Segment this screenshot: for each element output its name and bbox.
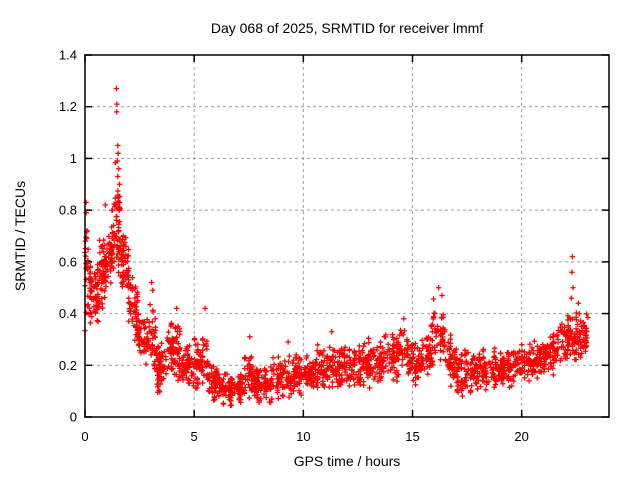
y-tick-label: 1.4 (59, 48, 77, 63)
y-tick-label: 0.4 (59, 306, 77, 321)
y-tick-label: 0.8 (59, 203, 77, 218)
x-axis-label: GPS time / hours (294, 453, 401, 469)
plot-border (84, 54, 610, 418)
chart-title: Day 068 of 2025, SRMTID for receiver lmm… (211, 20, 483, 36)
x-tick-label: 20 (514, 429, 528, 444)
y-tick-label: 0 (70, 410, 77, 425)
y-axis-tick-labels: 0 0.2 0.4 0.6 0.8 1 1.2 1.4 (59, 48, 77, 425)
x-axis-tick-labels: 0 5 10 15 20 (81, 429, 529, 444)
y-axis-label: SRMTID / TECUs (12, 181, 28, 291)
y-tick-label: 1 (70, 151, 77, 166)
x-tick-label: 5 (191, 429, 198, 444)
x-tick-label: 0 (81, 429, 88, 444)
y-tick-label: 0.6 (59, 254, 77, 269)
y-tick-label: 0.2 (59, 358, 77, 373)
x-tick-label: 15 (405, 429, 419, 444)
y-tick-label: 1.2 (59, 99, 77, 114)
data-points-srmtid (82, 85, 591, 409)
x-tick-label: 10 (296, 429, 310, 444)
